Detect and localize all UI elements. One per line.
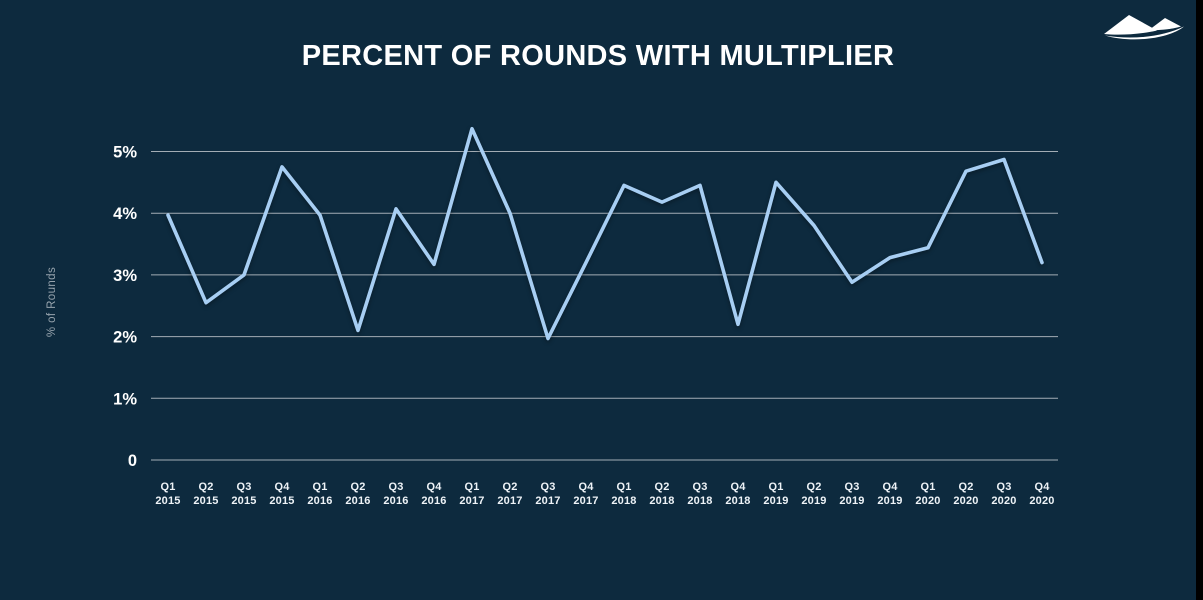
x-tick-label: Q2 2016 xyxy=(345,481,370,507)
x-tick-label: Q3 2017 xyxy=(535,481,560,507)
gridlines-group xyxy=(151,151,1058,461)
x-tick-label: Q1 2020 xyxy=(915,481,940,507)
x-tick-label: Q3 2016 xyxy=(383,481,408,507)
y-tick-label: 4% xyxy=(113,205,137,223)
x-tick-label: Q3 2019 xyxy=(839,481,864,507)
series-line xyxy=(166,126,1044,341)
y-tick-label: 3% xyxy=(113,267,137,285)
x-tick-label: Q2 2017 xyxy=(497,481,522,507)
screen-edge-strip xyxy=(1196,0,1203,600)
x-tick-label: Q4 2017 xyxy=(573,481,598,507)
x-tick-label: Q1 2018 xyxy=(611,481,636,507)
x-tick-labels-group: Q1 2015 Q2 2015 Q3 2015 Q4 2015 Q1 2016 Q2 2016 Q3 20… xyxy=(155,481,1054,507)
x-tick-label: Q1 2016 xyxy=(307,481,332,507)
x-tick-label: Q2 2018 xyxy=(649,481,674,507)
y-tick-labels-group: 0 1% 2% 3% 4% 5% xyxy=(113,144,137,471)
x-tick-label: Q4 2018 xyxy=(725,481,750,507)
x-tick-label: Q2 2019 xyxy=(801,481,826,507)
y-tick-label: 0 xyxy=(128,452,137,470)
x-tick-label: Q4 2020 xyxy=(1029,481,1054,507)
x-tick-label: Q4 2015 xyxy=(269,481,294,507)
x-tick-label: Q1 2015 xyxy=(155,481,180,507)
mountain-peaks-logo-icon xyxy=(1104,15,1184,40)
x-tick-label: Q2 2015 xyxy=(193,481,218,507)
x-tick-label: Q3 2018 xyxy=(687,481,712,507)
x-tick-label: Q4 2016 xyxy=(421,481,446,507)
x-tick-label: Q3 2015 xyxy=(231,481,256,507)
y-tick-label: 2% xyxy=(113,329,137,347)
y-tick-label: 1% xyxy=(113,390,137,408)
x-tick-label: Q1 2019 xyxy=(763,481,788,507)
chart-title: PERCENT OF ROUNDS WITH MULTIPLIER xyxy=(301,40,895,72)
y-tick-label: 5% xyxy=(113,144,137,162)
x-tick-label: Q4 2019 xyxy=(877,481,902,507)
x-tick-label: Q1 2017 xyxy=(459,481,484,507)
x-tick-label: Q3 2020 xyxy=(991,481,1016,507)
x-tick-label: Q2 2020 xyxy=(953,481,978,507)
